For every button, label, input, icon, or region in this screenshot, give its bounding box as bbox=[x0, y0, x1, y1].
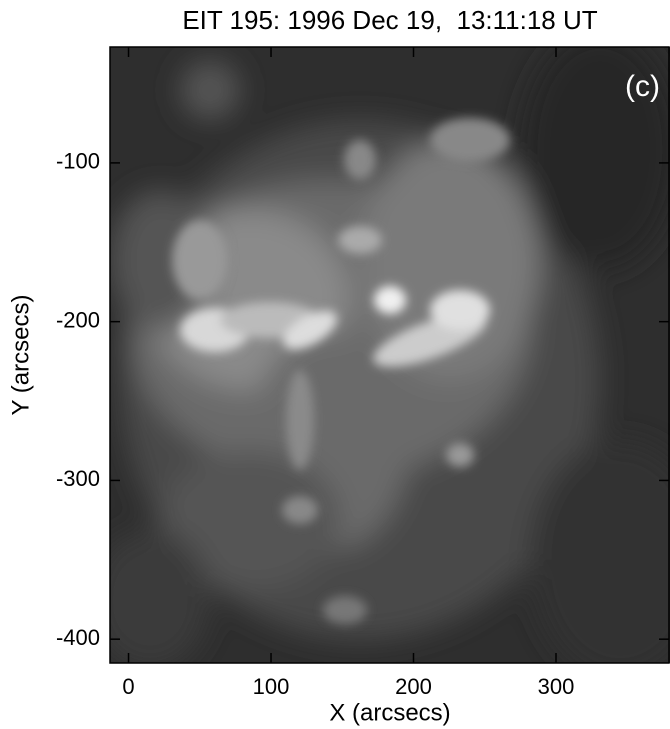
x-tick-label: 100 bbox=[253, 674, 290, 699]
x-tick-label: 200 bbox=[395, 674, 432, 699]
x-tick-label: 0 bbox=[122, 674, 134, 699]
y-tick-label: -200 bbox=[56, 307, 100, 332]
y-tick-label: -300 bbox=[56, 466, 100, 491]
plot-frame bbox=[109, 46, 670, 664]
y-axis-label: Y (arcsecs) bbox=[7, 295, 34, 416]
y-tick-label: -100 bbox=[56, 149, 100, 174]
x-axis-label: X (arcsecs) bbox=[329, 699, 450, 726]
x-tick-label: 300 bbox=[538, 674, 575, 699]
chart-title: EIT 195: 1996 Dec 19, 13:11:18 UT bbox=[182, 5, 597, 35]
y-tick-label: -400 bbox=[56, 625, 100, 650]
solar-image bbox=[110, 47, 670, 663]
panel-label: (c) bbox=[625, 70, 660, 103]
